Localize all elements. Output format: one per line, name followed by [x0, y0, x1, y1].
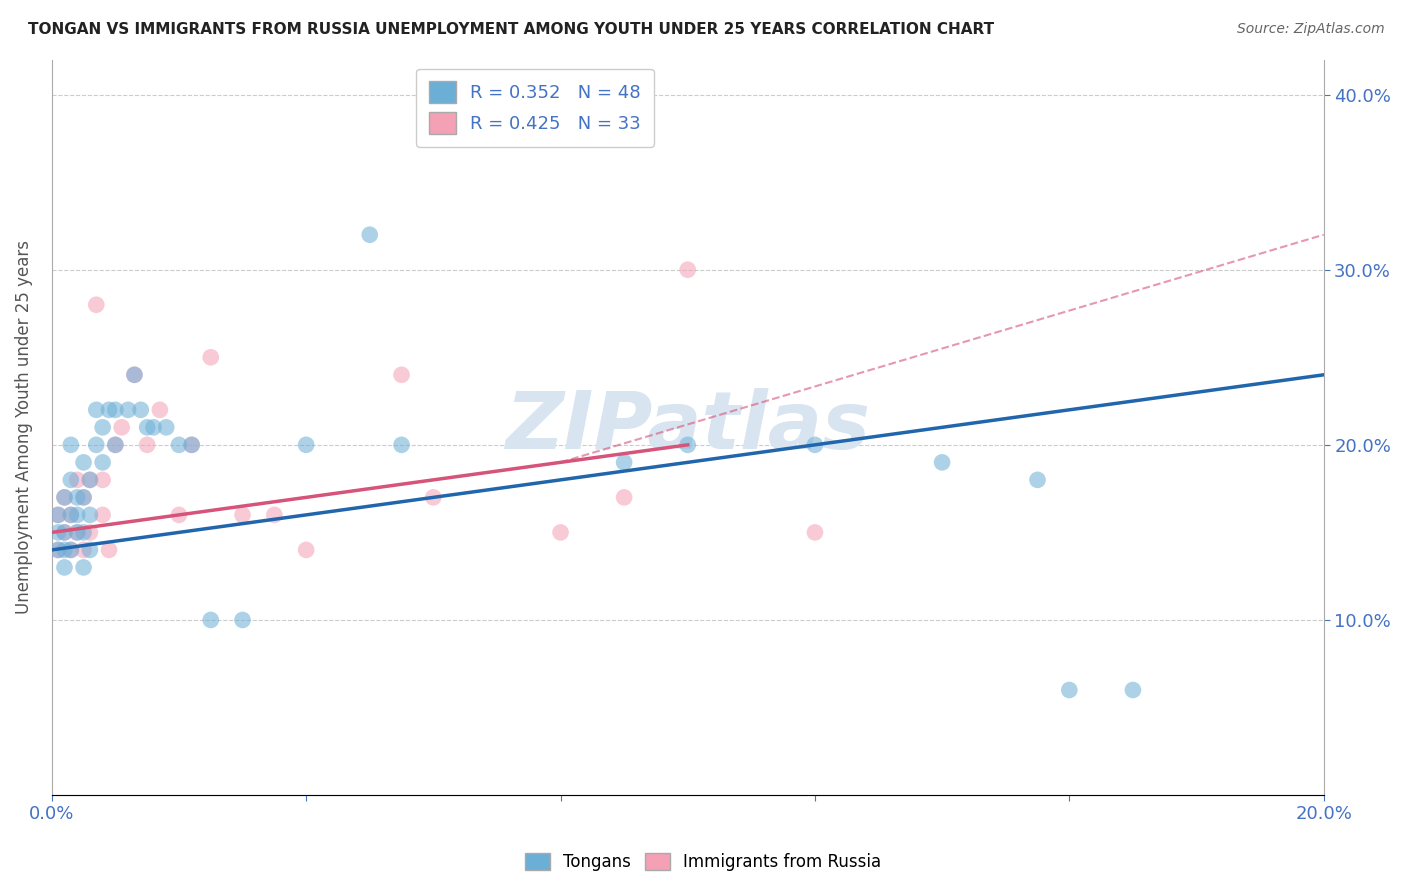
Point	[46, 525, 69, 540]
Point	[117, 402, 139, 417]
Point	[104, 438, 127, 452]
Point	[91, 473, 114, 487]
Point	[295, 438, 318, 452]
Point	[53, 560, 76, 574]
Point	[180, 438, 202, 452]
Point	[91, 508, 114, 522]
Point	[79, 473, 101, 487]
Point	[79, 508, 101, 522]
Point	[124, 368, 146, 382]
Point	[613, 491, 636, 505]
Point	[46, 508, 69, 522]
Point	[79, 473, 101, 487]
Point	[104, 402, 127, 417]
Point	[46, 542, 69, 557]
Point	[550, 525, 572, 540]
Point	[676, 262, 699, 277]
Point	[613, 455, 636, 469]
Point	[72, 491, 94, 505]
Point	[391, 438, 413, 452]
Point	[59, 508, 82, 522]
Point	[53, 525, 76, 540]
Point	[124, 368, 146, 382]
Point	[149, 402, 172, 417]
Point	[53, 542, 76, 557]
Point	[263, 508, 285, 522]
Point	[72, 491, 94, 505]
Point	[79, 525, 101, 540]
Point	[104, 438, 127, 452]
Point	[66, 525, 89, 540]
Point	[66, 508, 89, 522]
Text: TONGAN VS IMMIGRANTS FROM RUSSIA UNEMPLOYMENT AMONG YOUTH UNDER 25 YEARS CORRELA: TONGAN VS IMMIGRANTS FROM RUSSIA UNEMPLO…	[28, 22, 994, 37]
Point	[136, 438, 159, 452]
Point	[72, 455, 94, 469]
Point	[59, 473, 82, 487]
Point	[232, 613, 254, 627]
Point	[91, 455, 114, 469]
Point	[359, 227, 381, 242]
Point	[59, 542, 82, 557]
Point	[84, 438, 107, 452]
Point	[676, 438, 699, 452]
Point	[422, 491, 444, 505]
Point	[59, 508, 82, 522]
Legend: Tongans, Immigrants from Russia: Tongans, Immigrants from Russia	[516, 845, 890, 880]
Point	[72, 560, 94, 574]
Point	[167, 438, 190, 452]
Point	[84, 298, 107, 312]
Point	[72, 525, 94, 540]
Point	[53, 491, 76, 505]
Point	[155, 420, 177, 434]
Point	[59, 542, 82, 557]
Point	[98, 542, 121, 557]
Point	[1059, 683, 1081, 698]
Point	[391, 368, 413, 382]
Y-axis label: Unemployment Among Youth under 25 years: Unemployment Among Youth under 25 years	[15, 240, 32, 615]
Point	[295, 542, 318, 557]
Point	[129, 402, 152, 417]
Point	[931, 455, 953, 469]
Point	[232, 508, 254, 522]
Point	[1026, 473, 1049, 487]
Point	[804, 438, 827, 452]
Point	[72, 542, 94, 557]
Point	[142, 420, 165, 434]
Point	[53, 525, 76, 540]
Point	[804, 525, 827, 540]
Point	[1122, 683, 1144, 698]
Point	[46, 508, 69, 522]
Point	[200, 351, 222, 365]
Legend: R = 0.352   N = 48, R = 0.425   N = 33: R = 0.352 N = 48, R = 0.425 N = 33	[416, 69, 654, 147]
Point	[53, 491, 76, 505]
Point	[98, 402, 121, 417]
Point	[200, 613, 222, 627]
Point	[79, 542, 101, 557]
Point	[66, 473, 89, 487]
Point	[66, 491, 89, 505]
Point	[136, 420, 159, 434]
Text: Source: ZipAtlas.com: Source: ZipAtlas.com	[1237, 22, 1385, 37]
Point	[111, 420, 134, 434]
Point	[66, 525, 89, 540]
Point	[180, 438, 202, 452]
Point	[84, 402, 107, 417]
Point	[167, 508, 190, 522]
Text: ZIPatlas: ZIPatlas	[505, 388, 870, 467]
Point	[46, 542, 69, 557]
Point	[59, 438, 82, 452]
Point	[91, 420, 114, 434]
